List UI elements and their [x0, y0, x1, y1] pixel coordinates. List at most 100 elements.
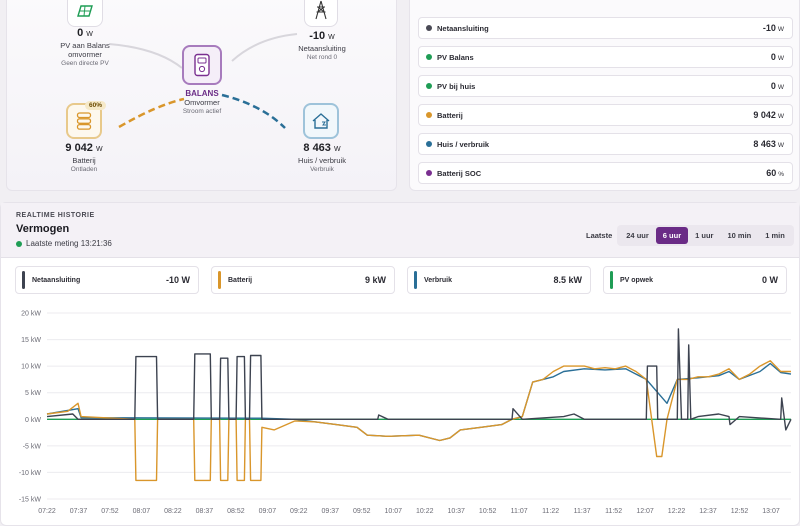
inverter-label: BALANS Omvormer Stroom actief	[182, 89, 222, 115]
energy-flow-card: 0 W PV aan Balans omvormer Geen directe …	[6, 0, 397, 191]
range-button-6-uur[interactable]: 6 uur	[655, 227, 689, 244]
metric-row-batterij[interactable]: Batterij 9 042 W	[418, 104, 793, 126]
battery-node[interactable]	[66, 103, 102, 139]
metric-row-huis-verbruik[interactable]: Huis / verbruik 8 463 W	[418, 133, 793, 155]
inverter-node[interactable]	[182, 45, 222, 85]
x-tick-label: 09:07	[259, 508, 277, 515]
metric-row-netaansluiting[interactable]: Netaansluiting -10 W	[418, 17, 793, 39]
flow-lines	[108, 33, 298, 129]
legend-verbruik[interactable]: Verbruik 8.5 kW	[407, 266, 591, 294]
metric-dot-icon	[426, 170, 432, 176]
range-button-1-min[interactable]: 1 min	[765, 231, 785, 240]
x-tick-label: 08:37	[196, 508, 214, 515]
x-tick-label: 10:37	[447, 508, 465, 515]
grid-label: -10 W Netaansluiting Net rond 0	[298, 30, 346, 61]
legend-value: -10 W	[165, 275, 190, 285]
battery-soc-badge: 60%	[85, 101, 107, 110]
x-tick-label: 12:52	[731, 508, 749, 515]
metric-dot-icon	[426, 83, 432, 89]
x-tick-label: 09:37	[322, 508, 340, 515]
house-node[interactable]	[303, 103, 339, 139]
x-tick-label: 11:37	[574, 508, 591, 515]
y-tick-label: 20 kW	[21, 311, 41, 318]
legend-color-bar	[610, 271, 613, 289]
x-tick-label: 12:37	[699, 508, 717, 515]
history-title: Vermogen	[16, 223, 70, 235]
house-label: 8 463 W Huis / verbruik Verbruik	[298, 142, 346, 173]
x-tick-label: 10:52	[479, 508, 497, 515]
range-button-24-uur[interactable]: 24 uur	[626, 231, 649, 240]
range-button-10-min[interactable]: 10 min	[727, 231, 752, 240]
solar-panel-icon	[77, 5, 93, 17]
y-tick-label: -10 kW	[19, 470, 42, 477]
y-tick-label: 5 kW	[25, 390, 41, 397]
grid-node[interactable]	[304, 0, 338, 27]
metric-value: 60%	[766, 168, 784, 178]
x-tick-label: 08:07	[133, 508, 151, 515]
y-tick-label: 10 kW	[21, 364, 41, 371]
legend-pv-opwek[interactable]: PV opwek 0 W	[603, 266, 787, 294]
y-tick-label: -5 kW	[23, 443, 42, 450]
x-tick-label: 07:52	[101, 508, 119, 515]
metric-label: PV bij huis	[437, 81, 476, 91]
legend-netaansluiting[interactable]: Netaansluiting -10 W	[15, 266, 199, 294]
x-tick-label: 13:07	[762, 508, 780, 515]
x-tick-label: 07:37	[70, 508, 88, 515]
pylon-icon	[315, 0, 327, 20]
metric-row-pv-balans[interactable]: PV Balans 0 W	[418, 46, 793, 68]
metric-value: 8 463 W	[753, 139, 784, 149]
legend-color-bar	[218, 271, 221, 289]
legend-batterij[interactable]: Batterij 9 kW	[211, 266, 395, 294]
metric-dot-icon	[426, 25, 432, 31]
house-icon	[312, 113, 330, 129]
history-header: REALTIME HISTORIE Vermogen Laatste metin…	[1, 203, 799, 258]
section-label: REALTIME HISTORIE	[16, 212, 95, 219]
x-tick-label: 12:22	[668, 508, 686, 515]
y-tick-label: 15 kW	[21, 337, 41, 344]
range-selector: Laatste 24 uur 6 uur 1 uur 10 min 1 min	[586, 225, 794, 246]
legend-label: PV opwek	[620, 276, 654, 284]
legend-label: Batterij	[228, 276, 253, 284]
metric-label: Huis / verbruik	[437, 139, 490, 149]
range-button-group: 24 uur 6 uur 1 uur 10 min 1 min	[617, 225, 794, 246]
y-tick-label: -15 kW	[19, 497, 42, 504]
inverter-icon	[194, 53, 210, 77]
pv-label: 0 W PV aan Balans omvormer Geen directe …	[60, 27, 110, 67]
x-tick-label: 10:22	[416, 508, 434, 515]
metric-dot-icon	[426, 141, 432, 147]
metrics-card: Netaansluiting -10 W PV Balans 0 W PV bij huis…	[409, 0, 800, 191]
battery-label: 9 042 W Batterij Ontladen	[65, 142, 103, 173]
x-tick-label: 08:52	[227, 508, 245, 515]
series-line-netaansluiting	[46, 328, 792, 431]
legend-value: 0 W	[761, 275, 778, 285]
series-line-batterij	[46, 360, 791, 482]
battery-stack-icon	[76, 112, 92, 130]
legend-color-bar	[22, 271, 25, 289]
x-tick-label: 12:07	[636, 508, 654, 515]
legend-value: 9 kW	[364, 275, 386, 285]
metric-label: Batterij	[437, 110, 463, 120]
metric-dot-icon	[426, 54, 432, 60]
pv-node[interactable]	[67, 0, 103, 27]
x-tick-label: 11:52	[605, 508, 622, 515]
metric-row-batterij-soc[interactable]: Batterij SOC 60%	[418, 162, 793, 184]
legend-color-bar	[414, 271, 417, 289]
last-measurement: Laatste meting 13:21:36	[16, 239, 112, 248]
metric-dot-icon	[426, 112, 432, 118]
metric-value: -10 W	[762, 23, 784, 33]
legend-value: 8.5 kW	[553, 275, 582, 285]
power-chart[interactable]: 20 kW 15 kW 10 kW 5 kW 0 kW -5 kW -10 kW -15 kW…	[1, 301, 799, 525]
x-tick-label: 08:22	[164, 508, 182, 515]
status-dot-icon	[16, 240, 22, 247]
range-button-1-uur[interactable]: 1 uur	[695, 231, 714, 240]
metric-label: Batterij SOC	[437, 168, 482, 178]
metric-value: 9 042 W	[753, 110, 784, 120]
x-tick-label: 09:52	[353, 508, 371, 515]
x-tick-label: 11:07	[511, 508, 528, 515]
metric-label: Netaansluiting	[437, 23, 489, 33]
legend-label: Verbruik	[424, 276, 453, 284]
x-tick-label: 09:22	[290, 508, 308, 515]
metric-row-pv-bij-huis[interactable]: PV bij huis 0 W	[418, 75, 793, 97]
